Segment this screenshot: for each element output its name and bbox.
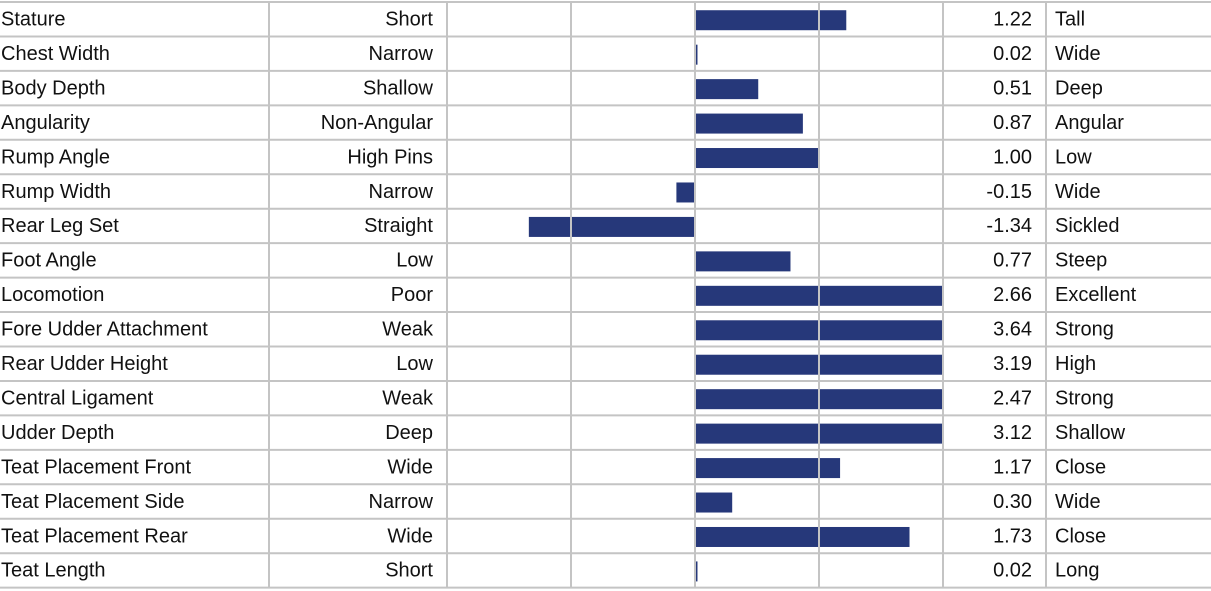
bar (676, 182, 695, 203)
high-label: Shallow (1055, 422, 1126, 444)
bar (695, 148, 819, 169)
high-label: Strong (1055, 319, 1114, 341)
bar (695, 389, 943, 410)
low-label: Narrow (369, 43, 434, 65)
high-label: Steep (1055, 250, 1107, 272)
high-label: Close (1055, 525, 1106, 547)
trait-name: Rump Angle (1, 146, 110, 168)
bar (695, 44, 698, 65)
value-label: -1.34 (986, 215, 1032, 237)
bar (695, 251, 791, 272)
trait-name: Fore Udder Attachment (1, 319, 208, 341)
high-label: Tall (1055, 9, 1085, 31)
high-label: Strong (1055, 387, 1114, 409)
value-label: 0.02 (993, 43, 1032, 65)
high-label: Sickled (1055, 215, 1119, 237)
high-label: High (1055, 353, 1096, 375)
low-label: Wide (387, 525, 433, 547)
high-label: Deep (1055, 77, 1103, 99)
low-label: Weak (382, 387, 434, 409)
high-label: Angular (1055, 112, 1124, 134)
trait-name: Rear Leg Set (1, 215, 119, 237)
trait-name: Locomotion (1, 284, 104, 306)
low-label: Narrow (369, 491, 434, 513)
trait-name: Stature (1, 9, 65, 31)
low-label: Poor (391, 284, 434, 306)
trait-name: Rear Udder Height (1, 353, 168, 375)
trait-name: Teat Placement Side (1, 491, 184, 513)
trait-name: Teat Length (1, 560, 106, 582)
high-label: Wide (1055, 491, 1101, 513)
value-label: 0.87 (993, 112, 1032, 134)
bar (528, 216, 695, 237)
bar (695, 458, 841, 479)
trait-name: Central Ligament (1, 387, 154, 409)
trait-name: Rump Width (1, 181, 111, 203)
trait-name: Chest Width (1, 43, 110, 65)
low-label: Weak (382, 319, 434, 341)
low-label: Low (396, 250, 433, 272)
trait-name: Teat Placement Front (1, 456, 192, 478)
bar (695, 561, 698, 582)
trait-name: Body Depth (1, 77, 106, 99)
bar (695, 526, 910, 547)
high-label: Close (1055, 456, 1106, 478)
low-label: Narrow (369, 181, 434, 203)
value-label: 3.64 (993, 319, 1032, 341)
value-label: 1.73 (993, 525, 1032, 547)
bar (695, 285, 943, 306)
low-label: High Pins (347, 146, 433, 168)
value-label: 3.19 (993, 353, 1032, 375)
value-label: 1.17 (993, 456, 1032, 478)
low-label: Short (385, 560, 433, 582)
low-label: Low (396, 353, 433, 375)
high-label: Low (1055, 146, 1092, 168)
value-label: 2.66 (993, 284, 1032, 306)
bar (695, 10, 847, 31)
low-label: Shallow (363, 77, 434, 99)
trait-name: Teat Placement Rear (1, 525, 188, 547)
low-label: Non-Angular (321, 112, 434, 134)
high-label: Excellent (1055, 284, 1137, 306)
value-label: 0.51 (993, 77, 1032, 99)
value-label: 0.02 (993, 560, 1032, 582)
value-label: 0.30 (993, 491, 1032, 513)
high-label: Wide (1055, 43, 1101, 65)
value-label: 1.22 (993, 9, 1032, 31)
value-label: 3.12 (993, 422, 1032, 444)
high-label: Wide (1055, 181, 1101, 203)
high-label: Long (1055, 560, 1100, 582)
low-label: Wide (387, 456, 433, 478)
trait-name: Foot Angle (1, 250, 97, 272)
low-label: Short (385, 9, 433, 31)
bar (695, 492, 733, 513)
value-label: 1.00 (993, 146, 1032, 168)
low-label: Deep (385, 422, 433, 444)
trait-name: Angularity (1, 112, 90, 134)
value-label: -0.15 (986, 181, 1032, 203)
low-label: Straight (364, 215, 433, 237)
bar (695, 79, 759, 100)
bar (695, 113, 803, 134)
bar-group (528, 10, 943, 582)
value-label: 2.47 (993, 387, 1032, 409)
trait-name: Udder Depth (1, 422, 114, 444)
value-label: 0.77 (993, 250, 1032, 272)
